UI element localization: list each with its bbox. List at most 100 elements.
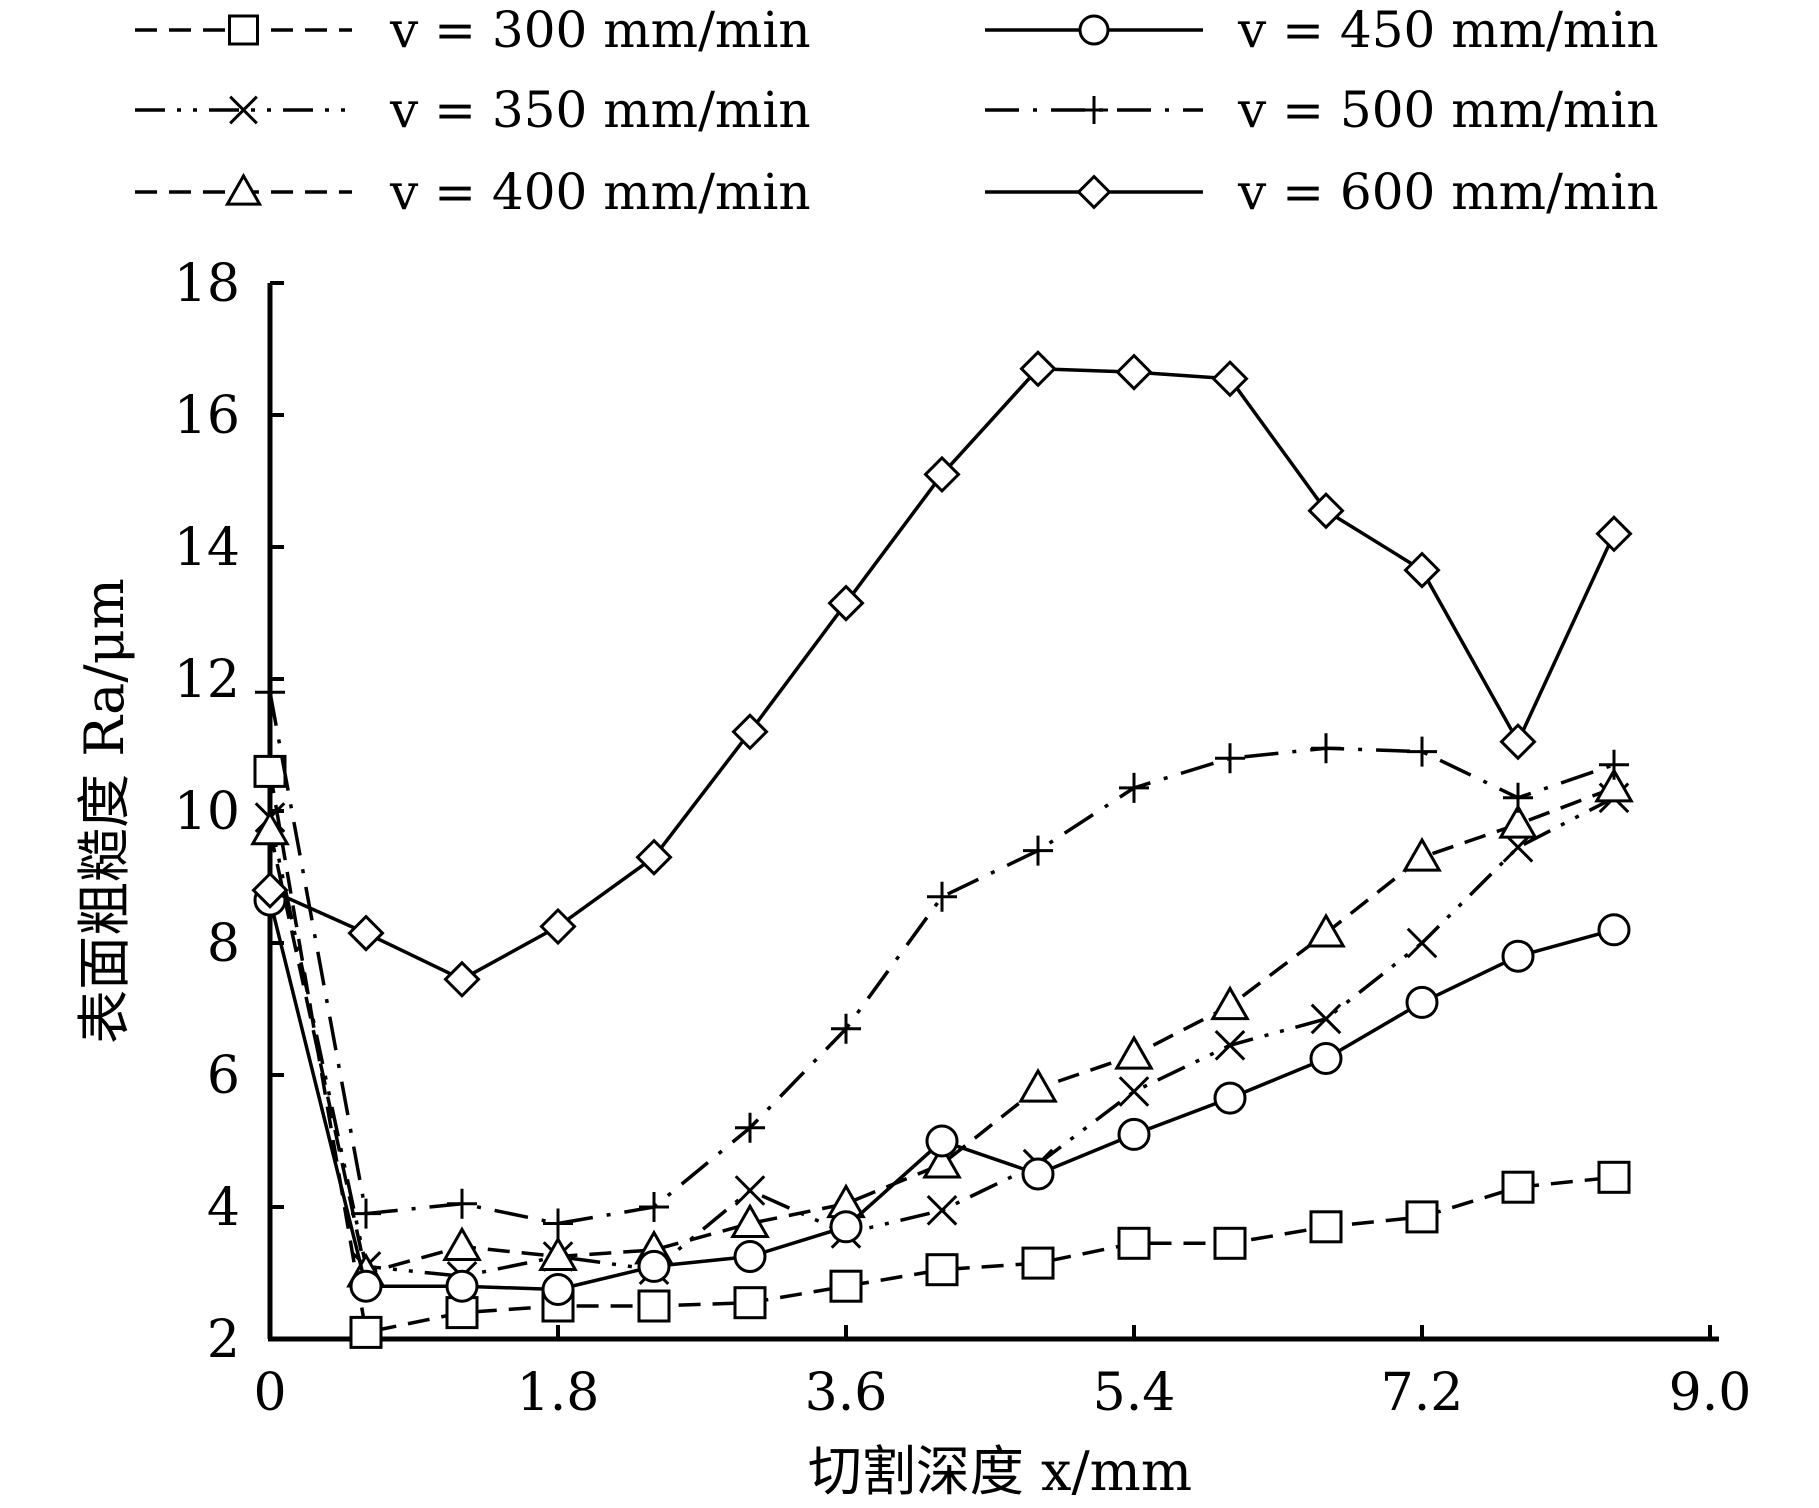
series-3: [253, 883, 1631, 1306]
data-point-5-4: [635, 838, 673, 876]
data-point-2-2: [442, 1226, 482, 1262]
legend-marker-3: [1078, 14, 1110, 46]
series-4: [255, 677, 1629, 1239]
data-point-4-9: [1119, 772, 1149, 803]
y-tick-label-4: 4: [207, 1178, 240, 1238]
data-point-5-10: [1211, 360, 1249, 398]
data-point-1-10: [1214, 1029, 1246, 1061]
data-point-4-5: [735, 1112, 765, 1143]
data-point-1-9: [1118, 1076, 1150, 1107]
y-axis-label: 表面粗糙度 Ra/μm: [73, 578, 136, 1044]
data-point-5-5: [731, 713, 769, 751]
y-tick-label-10: 10: [174, 782, 240, 842]
data-point-0-8: [1021, 1246, 1055, 1280]
data-point-2-13: [1498, 803, 1538, 839]
legend-marker-4: [1080, 96, 1108, 124]
series-line-2: [268, 786, 1615, 1275]
series-5: [251, 350, 1633, 998]
data-point-5-8: [1019, 350, 1057, 388]
data-point-5-11: [1307, 492, 1345, 530]
data-point-0-2: [445, 1296, 479, 1330]
legend-entry-5: v = 600 mm/min: [985, 163, 1659, 221]
legend-entry-0: v = 300 mm/min: [135, 1, 811, 59]
data-point-4-3: [543, 1208, 573, 1239]
data-point-2-14: [1594, 767, 1634, 803]
data-point-3-8: [1021, 1157, 1055, 1191]
data-point-0-11: [1309, 1210, 1343, 1244]
data-point-3-10: [1213, 1081, 1247, 1115]
legend-entry-4: v = 500 mm/min: [985, 81, 1659, 139]
data-point-3-11: [1309, 1042, 1343, 1075]
series-layer: [250, 350, 1634, 1349]
data-point-4-6: [831, 1013, 861, 1044]
data-point-4-14: [1599, 749, 1629, 780]
data-point-3-12: [1405, 985, 1439, 1019]
y-tick-label-14: 14: [174, 518, 240, 578]
x-tick-label-1.8: 1.8: [517, 1363, 600, 1423]
data-point-5-14: [1595, 515, 1633, 553]
data-point-1-12: [1406, 927, 1438, 959]
axes: 0 1.8 3.6 5.4 7.2 9.0 2 4 6 8 10 12 14 16 18: [174, 254, 1752, 1423]
data-point-0-13: [1501, 1170, 1535, 1204]
data-point-0-12: [1405, 1200, 1439, 1234]
data-point-5-13: [1499, 723, 1537, 761]
y-tick-label-12: 12: [174, 650, 240, 710]
data-point-4-7: [927, 881, 957, 912]
data-point-3-9: [1117, 1117, 1151, 1151]
x-tick-label-7.2: 7.2: [1381, 1363, 1464, 1423]
data-point-2-5: [730, 1203, 770, 1238]
data-point-4-11: [1311, 733, 1341, 764]
data-point-4-4: [639, 1192, 669, 1222]
data-point-1-11: [1310, 1003, 1342, 1035]
legend-marker-2: [224, 172, 263, 206]
legend-marker-0: [228, 14, 259, 46]
series-line-4: [268, 691, 1615, 1226]
data-point-5-3: [539, 907, 577, 946]
legend-entry-3: v = 450 mm/min: [985, 1, 1659, 59]
data-point-4-8: [1023, 835, 1053, 866]
data-point-2-7: [922, 1143, 962, 1179]
data-point-0-10: [1213, 1226, 1247, 1260]
data-point-0-7: [925, 1253, 959, 1287]
series-2: [250, 767, 1634, 1288]
data-point-2-0: [250, 810, 290, 846]
data-point-0-1: [349, 1315, 383, 1349]
legend-marker-1: [229, 95, 258, 125]
data-point-4-12: [1407, 736, 1437, 767]
y-tick-label-18: 18: [174, 254, 240, 314]
data-point-3-2: [445, 1269, 479, 1303]
data-point-3-7: [925, 1124, 959, 1158]
data-point-4-1: [351, 1198, 381, 1229]
data-point-5-1: [347, 914, 385, 952]
data-point-5-7: [923, 455, 961, 494]
legend-label-1: v = 350 mm/min: [389, 81, 811, 139]
data-point-1-5: [734, 1175, 766, 1206]
y-tick-label-8: 8: [207, 914, 240, 974]
data-point-3-3: [541, 1273, 575, 1306]
data-point-4-10: [1215, 743, 1245, 774]
data-point-5-12: [1403, 551, 1441, 589]
data-point-5-0: [251, 871, 289, 909]
x-tick-label-0: 0: [253, 1363, 286, 1423]
data-point-3-14: [1597, 913, 1631, 947]
legend-entry-1: v = 350 mm/min: [135, 81, 811, 139]
y-tick-label-6: 6: [207, 1046, 240, 1106]
x-tick-label-9.0: 9.0: [1669, 1363, 1752, 1423]
data-point-3-6: [829, 1210, 863, 1244]
legend-label-0: v = 300 mm/min: [389, 1, 811, 59]
data-point-2-9: [1114, 1034, 1154, 1070]
legend-label-5: v = 600 mm/min: [1237, 163, 1659, 221]
data-point-3-5: [733, 1240, 767, 1273]
data-point-0-14: [1597, 1160, 1631, 1194]
y-tick-label-16: 16: [174, 386, 240, 446]
data-point-0-4: [637, 1289, 671, 1323]
y-tick-label-2: 2: [207, 1310, 240, 1370]
legend-label-4: v = 500 mm/min: [1237, 81, 1659, 139]
data-point-5-2: [443, 960, 481, 998]
data-point-3-4: [637, 1249, 671, 1283]
data-point-2-3: [538, 1236, 578, 1271]
legend-label-3: v = 450 mm/min: [1237, 1, 1659, 59]
data-point-0-9: [1117, 1226, 1151, 1260]
x-tick-label-3.6: 3.6: [805, 1363, 888, 1423]
legend-entry-2: v = 400 mm/min: [135, 163, 811, 221]
